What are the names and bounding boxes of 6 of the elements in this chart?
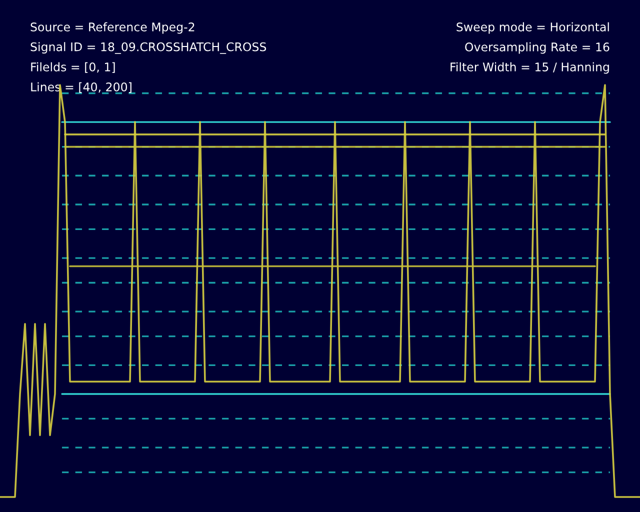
text: Sweep mode = Horizontal (456, 22, 609, 34)
text: Filter Width = 15 / Hanning (450, 62, 609, 74)
text: Signal ID = 18_09.CROSSHATCH_CROSS (30, 42, 266, 54)
text: Filelds = [0, 1] (31, 62, 115, 73)
text: Oversampling Rate = 16 (465, 42, 610, 54)
source-note: Source = Reference Mpeg-2 (30, 22, 194, 34)
